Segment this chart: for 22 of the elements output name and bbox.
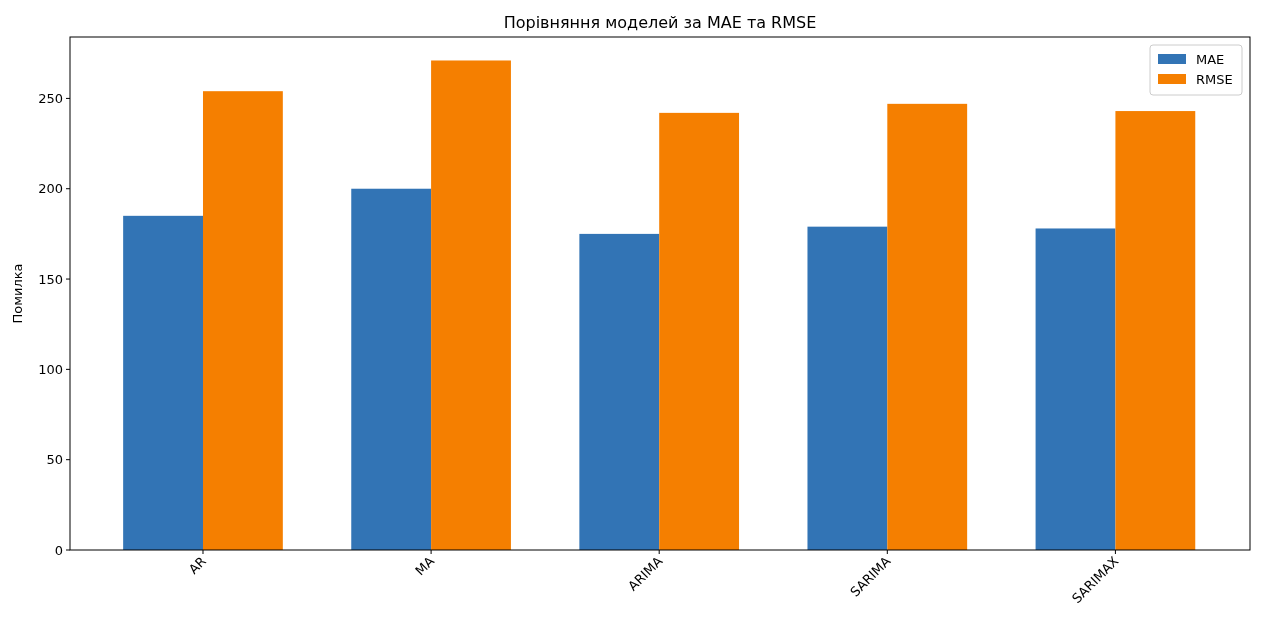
bar xyxy=(1115,111,1196,550)
y-tick-label: 0 xyxy=(54,542,63,558)
chart-title: Порівняння моделей за MAE та RMSE xyxy=(503,13,817,32)
y-tick-label: 100 xyxy=(38,361,63,377)
bar xyxy=(431,60,511,550)
y-tick-label: 150 xyxy=(38,271,63,287)
bar xyxy=(202,91,283,550)
legend-label: RMSE xyxy=(1196,71,1233,87)
bar xyxy=(659,112,740,550)
bar xyxy=(887,103,968,550)
bar xyxy=(579,233,660,550)
x-tick-label: MA xyxy=(412,553,438,579)
y-tick-label: 200 xyxy=(38,181,63,197)
legend-label: MAE xyxy=(1196,51,1225,67)
x-tick-label: AR xyxy=(185,553,210,577)
bar xyxy=(807,226,888,550)
bar xyxy=(1035,228,1116,550)
y-axis-title: Помилка xyxy=(10,263,25,324)
y-tick-label: 50 xyxy=(46,452,63,468)
bar xyxy=(123,215,203,550)
y-tick-label: 250 xyxy=(38,90,63,106)
bar xyxy=(351,188,432,550)
